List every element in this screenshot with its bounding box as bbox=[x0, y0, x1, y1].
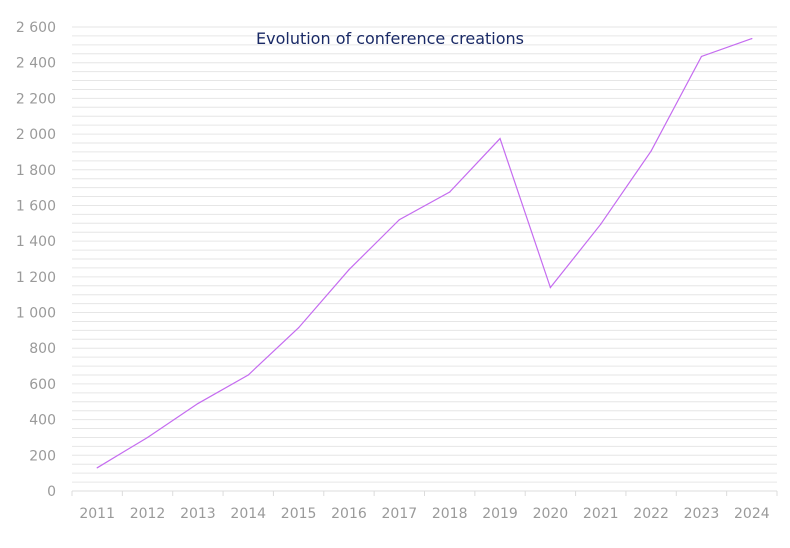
y-tick-label: 2 400 bbox=[16, 56, 56, 72]
data-point bbox=[549, 286, 551, 289]
data-point bbox=[197, 402, 199, 405]
data-point bbox=[298, 327, 300, 329]
data-point bbox=[146, 436, 149, 439]
x-tick-label: 2013 bbox=[180, 506, 216, 522]
y-tick-label: 2 600 bbox=[16, 20, 56, 36]
y-tick-label: 1 600 bbox=[16, 198, 56, 214]
y-tick-label: 600 bbox=[29, 377, 56, 393]
data-point bbox=[600, 223, 602, 225]
gridlines bbox=[72, 26, 777, 492]
y-tick-label: 1 000 bbox=[16, 306, 56, 322]
data-point bbox=[700, 55, 703, 58]
data-point bbox=[348, 269, 350, 271]
x-tick-label: 2021 bbox=[583, 506, 619, 522]
x-axis: 2011 2012 2013 2014 2015 2016 2017 2018 2019 2020… bbox=[71, 491, 778, 522]
y-tick-label: 2 200 bbox=[16, 91, 56, 107]
x-tick-label: 2014 bbox=[230, 506, 266, 522]
x-tick-label: 2017 bbox=[382, 506, 418, 522]
x-tick-label: 2018 bbox=[432, 506, 468, 522]
y-axis: 0 200 400 600 800 1 000 1 200 1 400 1 600 1 800 2 … bbox=[16, 20, 56, 500]
data-point bbox=[247, 374, 249, 376]
series-line bbox=[96, 38, 753, 469]
chart-title: Evolution of conference creations bbox=[256, 29, 524, 48]
x-tick-label: 2012 bbox=[130, 506, 166, 522]
y-tick-label: 800 bbox=[29, 341, 56, 357]
x-tick-label: 2015 bbox=[281, 506, 317, 522]
x-tick-label: 2019 bbox=[482, 506, 518, 522]
x-tick-label: 2022 bbox=[633, 506, 669, 522]
data-point bbox=[751, 38, 753, 40]
x-tick-label: 2016 bbox=[331, 506, 367, 522]
y-tick-label: 200 bbox=[29, 448, 56, 464]
data-point bbox=[499, 137, 501, 140]
y-tick-label: 1 800 bbox=[16, 163, 56, 179]
x-tick-label: 2024 bbox=[734, 506, 770, 522]
series-lines bbox=[96, 38, 753, 469]
data-point bbox=[449, 191, 451, 193]
y-tick-label: 1 400 bbox=[16, 234, 56, 250]
y-tick-label: 0 bbox=[47, 484, 56, 500]
data-point bbox=[96, 467, 98, 469]
x-tick-label: 2023 bbox=[684, 506, 720, 522]
y-tick-label: 1 200 bbox=[16, 270, 56, 286]
x-tick-label: 2011 bbox=[79, 506, 115, 522]
x-tick-label: 2020 bbox=[533, 506, 569, 522]
y-tick-label: 400 bbox=[29, 413, 56, 429]
data-point bbox=[398, 219, 400, 221]
y-tick-label: 2 000 bbox=[16, 127, 56, 143]
data-point bbox=[650, 150, 652, 152]
